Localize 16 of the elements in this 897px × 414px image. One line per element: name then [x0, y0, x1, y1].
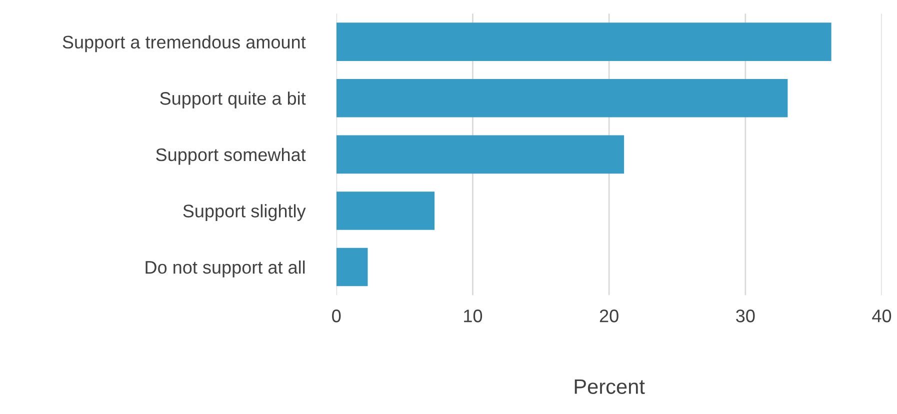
y-tick-label: Support a tremendous amount	[62, 35, 306, 52]
x-tick-label: 10	[464, 310, 482, 322]
x-axis-title: Percent	[574, 379, 645, 394]
x-tick-label: 20	[600, 310, 618, 322]
bar	[336, 78, 788, 118]
y-tick-label: Do not support at all	[146, 260, 305, 278]
x-tick-label: 30	[736, 310, 755, 322]
bar	[336, 135, 624, 174]
y-tick-label: Support somewhat	[156, 148, 306, 165]
x-tick-label: 0	[332, 310, 341, 322]
bar	[336, 248, 368, 286]
bar	[336, 22, 832, 61]
y-tick-label: Support quite a bit	[160, 92, 306, 108]
y-tick-label: Support slightly	[183, 204, 306, 222]
x-tick-label: 40	[872, 310, 892, 322]
bar	[336, 192, 435, 230]
